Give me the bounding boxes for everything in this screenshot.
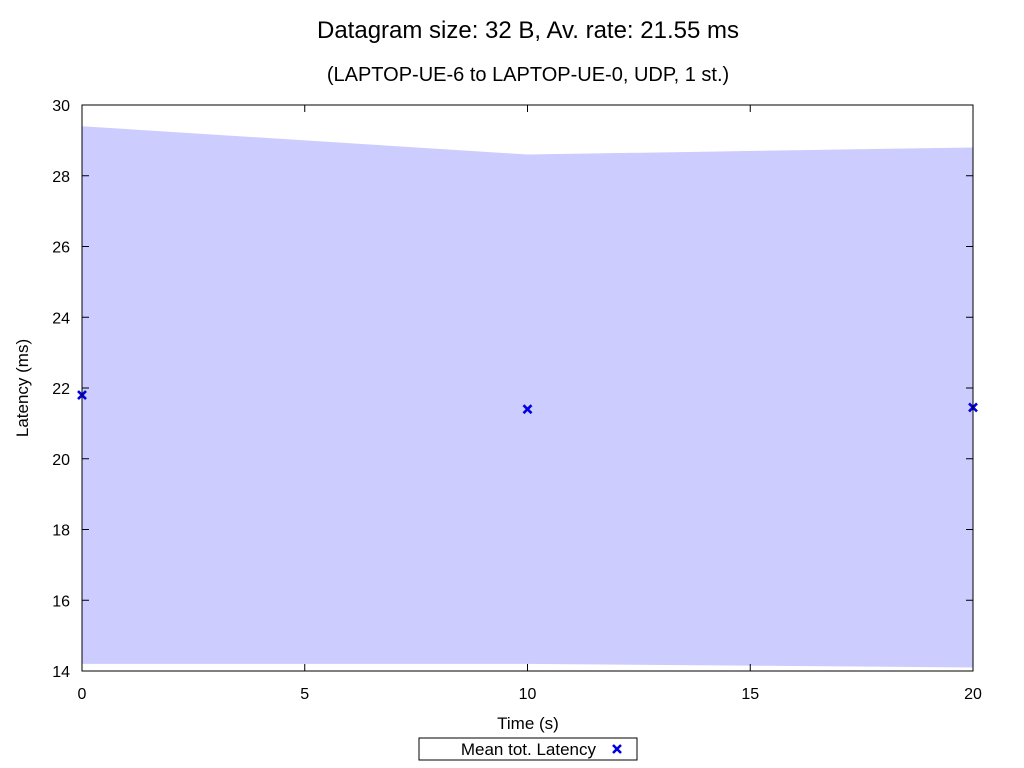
legend-label: Mean tot. Latency	[461, 740, 597, 759]
y-tick-label: 26	[52, 240, 70, 257]
y-tick-label: 20	[52, 452, 70, 469]
data-point	[522, 404, 533, 415]
y-tick-label: 24	[52, 310, 70, 327]
marker-stroke	[522, 404, 533, 415]
y-tick-label: 16	[52, 593, 70, 610]
legend-marker-x	[612, 744, 622, 754]
y-tick-label: 14	[52, 664, 70, 681]
x-tick-label: 10	[519, 686, 537, 703]
latency-range-band	[82, 126, 973, 668]
marker-stroke	[612, 744, 622, 754]
y-tick-label: 30	[52, 98, 70, 115]
y-tick-label: 18	[52, 523, 70, 540]
chart-subtitle: (LAPTOP-UE-6 to LAPTOP-UE-0, UDP, 1 st.)	[327, 64, 729, 86]
x-tick-label: 20	[964, 686, 982, 703]
x-tick-label: 0	[78, 686, 87, 703]
x-axis-label: Time (s)	[497, 714, 559, 733]
y-axis-label: Latency (ms)	[13, 339, 32, 437]
chart-title: Datagram size: 32 B, Av. rate: 21.55 ms	[317, 17, 739, 44]
axis-ticks: 0 5 10 15 20 14 16 18 20 22 24 26 28 30	[52, 98, 982, 703]
y-tick-label: 28	[52, 169, 70, 186]
x-tick-label: 5	[300, 686, 309, 703]
x-tick-label: 15	[741, 686, 759, 703]
legend: Mean tot. Latency	[418, 737, 638, 761]
legend-box	[418, 737, 638, 761]
y-tick-label: 22	[52, 381, 70, 398]
legend-x-marker	[612, 744, 622, 754]
